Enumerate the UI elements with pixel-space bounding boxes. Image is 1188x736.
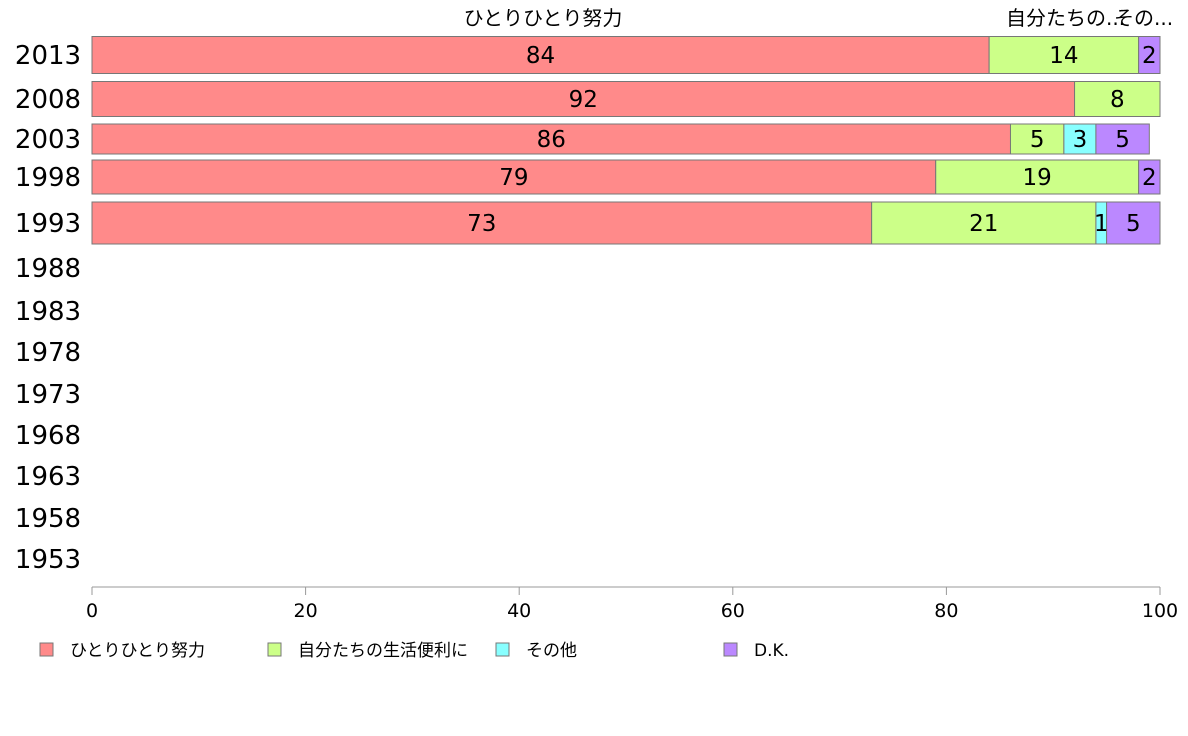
top-label-0: ひとりひとり努力 bbox=[464, 6, 623, 30]
year-label-1988: 1988 bbox=[15, 254, 81, 284]
bar-segment-2013-1 bbox=[988, 36, 1140, 74]
data-label-1998-0: 79 bbox=[499, 165, 528, 191]
year-label-1978: 1978 bbox=[15, 338, 81, 368]
top-label-1: 自分たちの... bbox=[1006, 6, 1125, 30]
legend-label-0: ひとりひとり努力 bbox=[70, 641, 205, 661]
data-label-1993-2: 1 bbox=[1094, 211, 1109, 237]
data-label-2013-1: 14 bbox=[1049, 43, 1078, 69]
data-label-1993-1: 21 bbox=[969, 211, 998, 237]
bar-segment-1993-0 bbox=[91, 201, 873, 245]
year-label-1993: 1993 bbox=[15, 209, 81, 239]
x-tick-label-80: 80 bbox=[934, 600, 958, 622]
bar-segment-1993-1 bbox=[871, 201, 1097, 245]
year-label-1958: 1958 bbox=[15, 504, 81, 534]
year-label-2013: 2013 bbox=[15, 41, 81, 71]
legend-label-1: 自分たちの生活便利に bbox=[298, 641, 468, 661]
legend-swatch-0 bbox=[39, 642, 54, 657]
x-tick-label-20: 20 bbox=[294, 600, 318, 622]
data-label-2003-1: 5 bbox=[1030, 127, 1045, 153]
year-label-1998: 1998 bbox=[15, 163, 81, 193]
year-label-2008: 2008 bbox=[15, 85, 81, 115]
series-top-labels: ひとりひとり努力 自分たちの...その... bbox=[464, 6, 1173, 30]
bar-segment-1993-3 bbox=[1106, 201, 1161, 245]
data-label-2013-3: 2 bbox=[1142, 43, 1157, 69]
bar-segment-2003-3 bbox=[1095, 123, 1150, 155]
legend-swatch-2 bbox=[495, 642, 510, 657]
data-label-2008-1: 8 bbox=[1110, 87, 1125, 113]
year-label-1953: 1953 bbox=[15, 545, 81, 575]
bars: 84 14 292 886 5 3 579 19 273 21 1 5 bbox=[91, 36, 1161, 245]
data-label-1998-1: 19 bbox=[1023, 165, 1052, 191]
x-axis: 0 20 40 60 80 100 bbox=[86, 586, 1178, 622]
bar-segment-1998-3 bbox=[1138, 159, 1161, 195]
data-label-2003-3: 5 bbox=[1115, 127, 1130, 153]
legend-label-2: その他 bbox=[526, 641, 577, 661]
data-label-2008-0: 92 bbox=[569, 87, 598, 113]
bar-segment-2013-3 bbox=[1138, 36, 1161, 74]
bar-segment-2008-0 bbox=[91, 81, 1076, 117]
data-label-1998-3: 2 bbox=[1142, 165, 1157, 191]
data-label-2003-2: 3 bbox=[1073, 127, 1088, 153]
year-labels: 2013 2008 2003 1998 1993 1988 1983 1978 1973 1968… bbox=[15, 41, 81, 575]
x-tick-label-40: 40 bbox=[507, 600, 531, 622]
x-tick-label-0: 0 bbox=[86, 600, 98, 622]
year-label-1983: 1983 bbox=[15, 297, 81, 327]
bar-segment-2008-1 bbox=[1074, 81, 1161, 117]
bar-segment-2003-0 bbox=[91, 123, 1011, 155]
year-label-1968: 1968 bbox=[15, 421, 81, 451]
legend-swatch-3 bbox=[723, 642, 738, 657]
data-label-2013-0: 84 bbox=[526, 43, 555, 69]
legend-label-3: D.K. bbox=[754, 641, 789, 661]
year-label-1973: 1973 bbox=[15, 380, 81, 410]
year-label-2003: 2003 bbox=[15, 125, 81, 155]
legend-swatch-1 bbox=[267, 642, 282, 657]
bar-segment-1998-1 bbox=[935, 159, 1140, 195]
data-label-1993-0: 73 bbox=[467, 211, 496, 237]
bar-segment-2013-0 bbox=[91, 36, 990, 74]
x-tick-label-60: 60 bbox=[721, 600, 745, 622]
bar-segment-1998-0 bbox=[91, 159, 937, 195]
x-tick-label-100: 100 bbox=[1142, 600, 1178, 622]
data-label-2003-0: 86 bbox=[537, 127, 566, 153]
top-label-2: その... bbox=[1114, 6, 1173, 30]
year-label-1963: 1963 bbox=[15, 462, 81, 492]
bar-segment-2003-1 bbox=[1009, 123, 1065, 155]
legend: ひとりひとり努力 自分たちの生活便利に その他 D.K. bbox=[39, 641, 789, 661]
data-label-1993-3: 5 bbox=[1126, 211, 1141, 237]
